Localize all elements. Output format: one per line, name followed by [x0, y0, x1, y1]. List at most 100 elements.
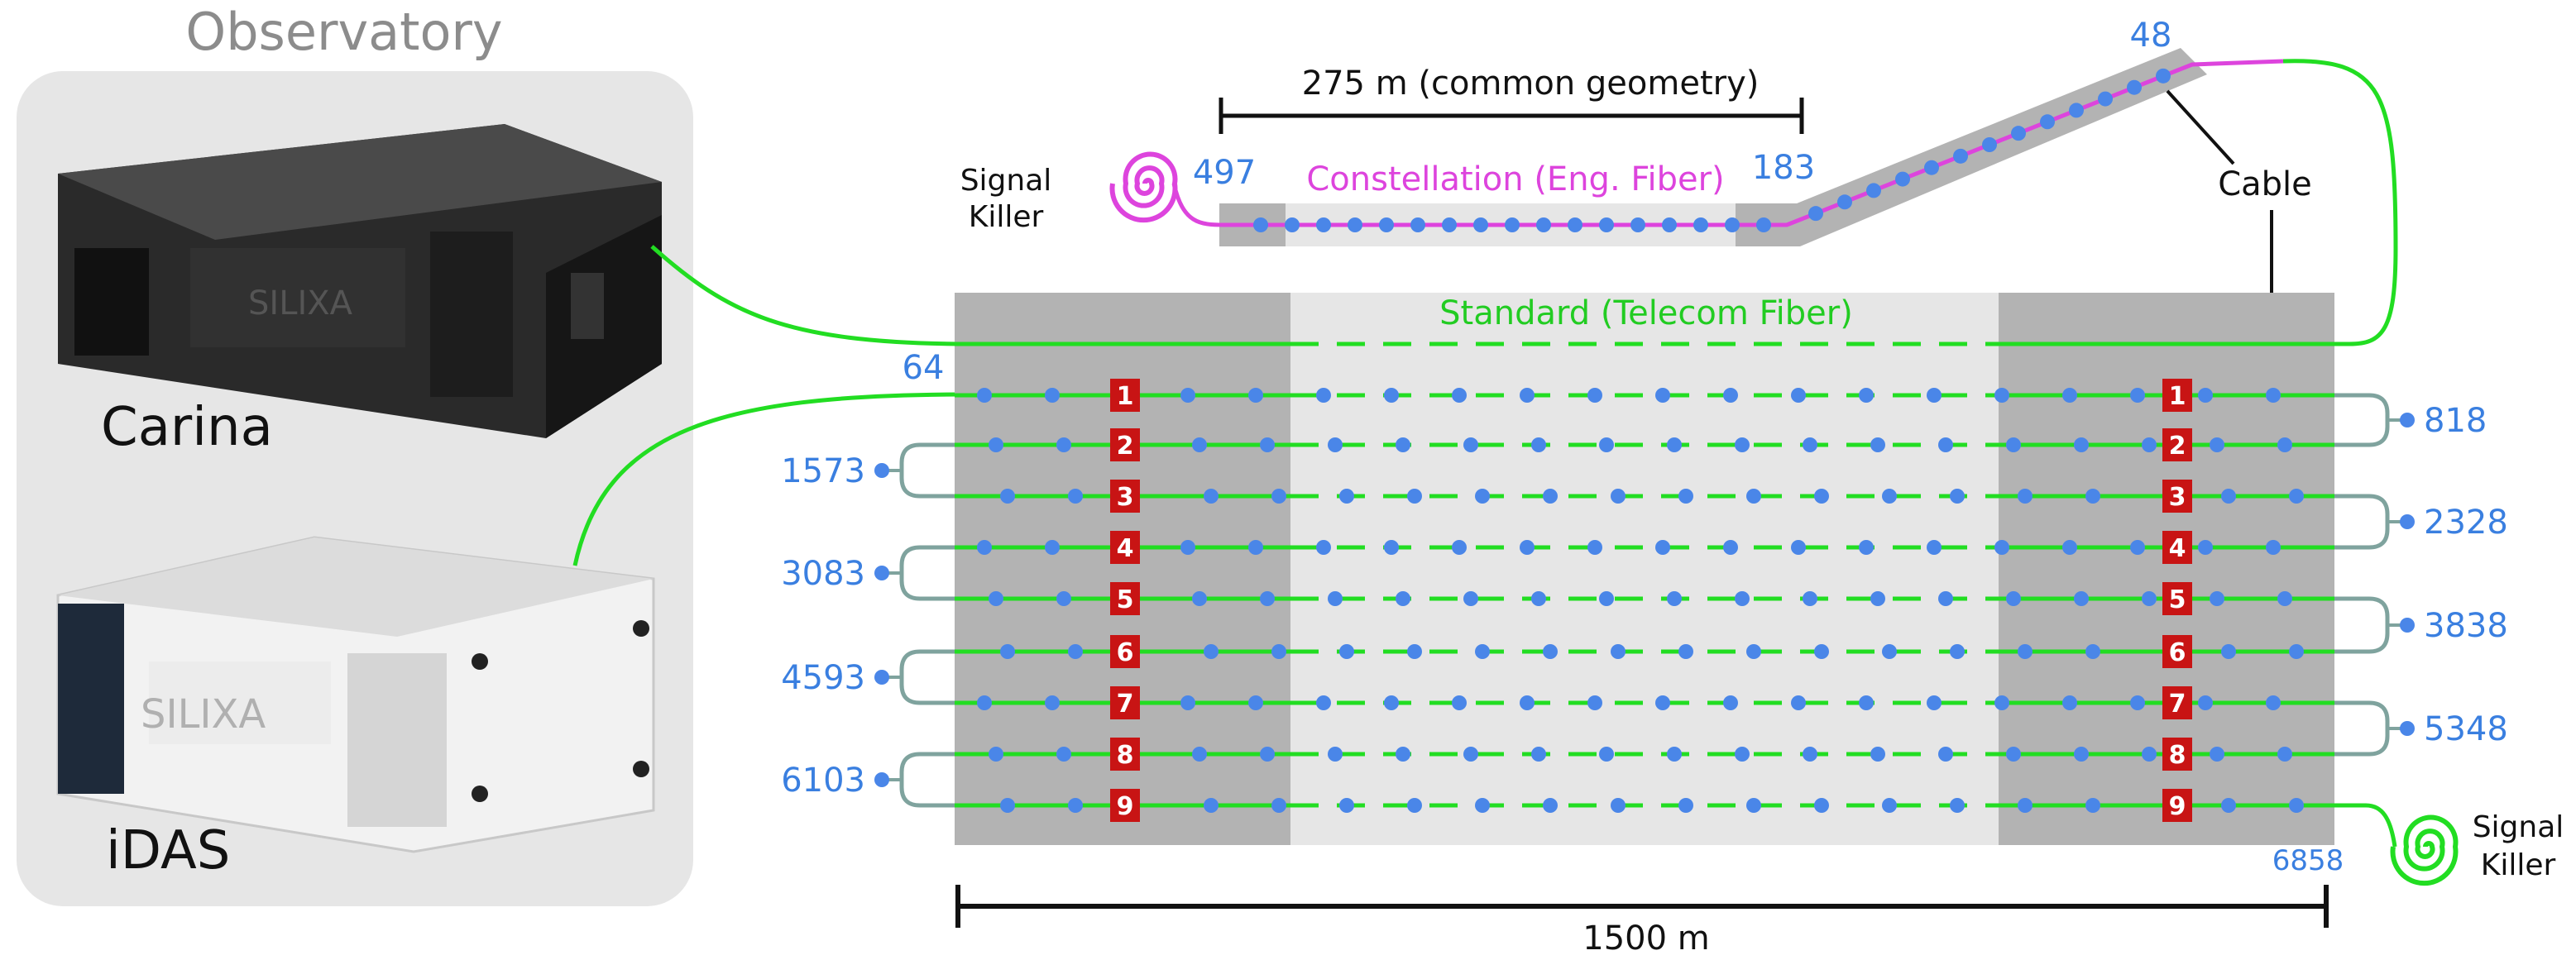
array-sensor-dot: [1870, 747, 1885, 762]
channel-497-label: 497: [1193, 154, 1256, 192]
line-number-badge-label: 3: [2169, 483, 2186, 512]
array-sensor-dot: [1543, 644, 1558, 659]
array-sensor-dot: [2289, 798, 2304, 813]
scale-label-1500m: 1500 m: [1582, 919, 1709, 958]
array-sensor-dot: [1587, 695, 1602, 710]
array-sensor-dot: [1746, 489, 1761, 504]
array-sensor-dot: [1384, 388, 1399, 403]
array-sensor-dot: [2018, 489, 2033, 504]
array-sensor-dot: [1678, 489, 1693, 504]
line-number-badge: [2162, 582, 2192, 615]
line-number-badge: [2162, 379, 2192, 412]
constellation-sensor-dot: [1348, 217, 1362, 232]
array-sensor-dot: [1056, 437, 1071, 452]
array-sensor-dot: [2085, 644, 2100, 659]
array-sensor-dot: [1045, 540, 1060, 555]
array-sensor-dot: [1587, 388, 1602, 403]
scale-label-275m: 275 m (common geometry): [1302, 64, 1760, 103]
array-sensor-dot: [1735, 747, 1750, 762]
line-number-badge: [1110, 531, 1140, 564]
signal-killer-left-line1: Signal: [960, 164, 1052, 198]
idas-connection-cable: [572, 392, 960, 566]
array-sensor-dot: [1452, 388, 1467, 403]
array-sensor-dot: [1667, 591, 1682, 606]
array-sensor-dot: [1927, 540, 1942, 555]
array-sensor-dot: [1056, 591, 1071, 606]
array-sensor-dot: [2062, 695, 2077, 710]
array-sensor-dot: [1396, 437, 1410, 452]
array-sensor-dot: [1316, 695, 1331, 710]
line-number-badge-label: 6: [2169, 638, 2186, 667]
array-sensor-dot: [1475, 644, 1490, 659]
turn-channel-label: 6103: [781, 762, 865, 800]
constellation-sensor-dot: [1599, 217, 1614, 232]
array-sensor-dot: [977, 388, 992, 403]
array-sensor-dot: [1520, 695, 1535, 710]
array-sensor-dot: [2074, 437, 2089, 452]
constellation-sensor-dot: [1285, 217, 1300, 232]
array-sensor-dot: [1678, 644, 1693, 659]
array-sensor-dot: [1859, 388, 1874, 403]
constellation-sensor-dot: [1662, 217, 1677, 232]
array-sensor-dot: [2198, 540, 2213, 555]
array-sensor-dot: [1543, 489, 1558, 504]
array-sensor-dot: [1316, 540, 1331, 555]
array-sensor-dot: [1531, 437, 1546, 452]
turn-loop: [2334, 596, 2390, 654]
array-sensor-dot: [1927, 695, 1942, 710]
array-sensor-dot: [1678, 798, 1693, 813]
array-sensor-dot: [1735, 437, 1750, 452]
array-sensor-dot: [1248, 695, 1263, 710]
turn-channel-dot: [874, 670, 889, 685]
array-sensor-dot: [1396, 747, 1410, 762]
array-sensor-dot: [2289, 489, 2304, 504]
array-sensor-dot: [2198, 695, 2213, 710]
line-number-badge-label: 4: [1117, 534, 1134, 563]
array-zone-center: [1290, 293, 1999, 845]
turn-loop: [2334, 393, 2390, 447]
array-sensor-dot: [1994, 388, 2009, 403]
array-sensor-dot: [1068, 489, 1083, 504]
line-number-badge-label: 5: [1117, 585, 1134, 614]
array-sensor-dot: [1950, 798, 1965, 813]
array-sensor-dot: [2266, 540, 2281, 555]
array-sensor-dot: [1248, 388, 1263, 403]
array-sensor-dot: [1407, 644, 1422, 659]
array-sensor-dot: [1180, 540, 1195, 555]
line-number-badge-label: 3: [1117, 483, 1134, 512]
constellation-sensor-dot: [1630, 217, 1645, 232]
line-number-badge: [2162, 789, 2192, 822]
channel-48-label: 48: [2130, 17, 2172, 55]
turn-channel-dot: [874, 463, 889, 478]
array-sensor-dot: [1407, 489, 1422, 504]
constellation-sensor-dot: [2127, 79, 2142, 95]
array-sensor-dot: [2221, 798, 2236, 813]
array-sensor-dot: [1180, 388, 1195, 403]
turn-channel-label: 2328: [2424, 504, 2508, 542]
line-number-badge: [1110, 635, 1140, 668]
array-sensor-dot: [1814, 798, 1829, 813]
line-number-badge-label: 9: [1117, 792, 1134, 821]
array-sensor-dot: [1791, 388, 1806, 403]
array-sensor-dot: [1192, 437, 1207, 452]
constellation-sensor-dot: [1253, 217, 1268, 232]
array-sensor-dot: [1723, 540, 1738, 555]
constellation-sensor-dot: [1473, 217, 1488, 232]
array-sensor-dot: [1938, 437, 1953, 452]
constellation-sensor-dot: [1442, 217, 1457, 232]
constellation-tail: [1171, 183, 1257, 227]
line-number-badge: [1110, 379, 1140, 412]
line-number-badge: [2162, 480, 2192, 513]
turn-loop: [899, 545, 955, 601]
constellation-sensor-dot: [2156, 68, 2171, 84]
signal-killer-left-line2: Killer: [969, 200, 1044, 234]
array-sensor-dot: [1384, 540, 1399, 555]
array-sensor-dot: [1655, 695, 1670, 710]
array-sensor-dot: [1611, 489, 1626, 504]
array-sensor-dot: [1271, 489, 1286, 504]
array-sensor-dot: [1791, 540, 1806, 555]
array-sensor-dot: [1667, 747, 1682, 762]
array-sensor-dot: [1068, 798, 1083, 813]
array-sensor-dot: [1599, 747, 1614, 762]
